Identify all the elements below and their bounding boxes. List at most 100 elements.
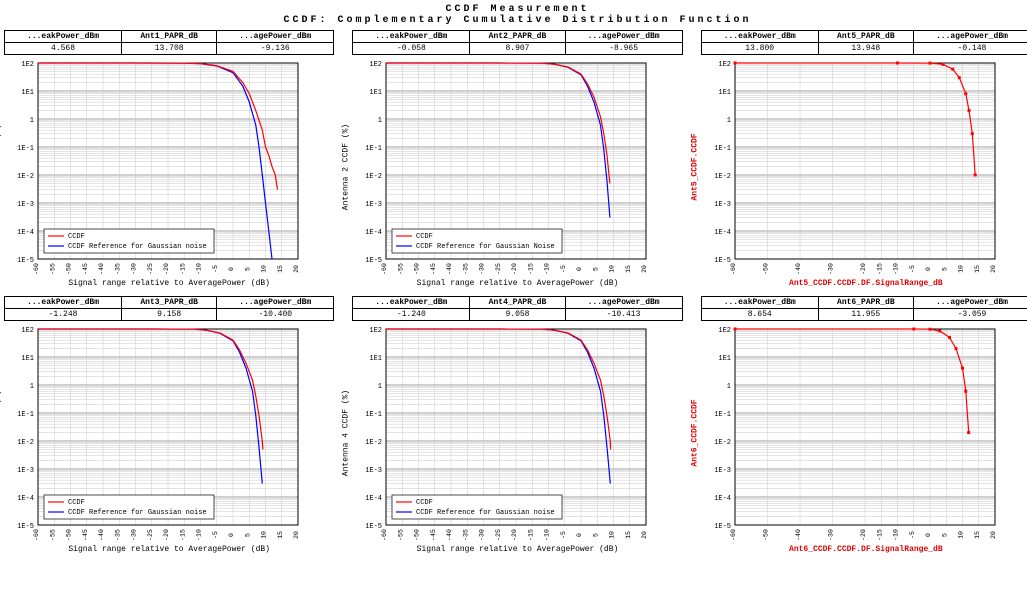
svg-text:15: 15 [277,531,284,539]
svg-text:-15: -15 [179,529,186,541]
svg-text:1: 1 [30,383,34,391]
svg-text:1E-2: 1E-2 [714,173,731,181]
svg-text:-10: -10 [892,529,899,541]
panel-info-table: ...eakPower_dBmAnt6_PAPR_dB...agePower_d… [701,296,1027,321]
svg-text:-35: -35 [114,529,121,541]
svg-text:1E-3: 1E-3 [366,201,383,209]
title-line2: CCDF: Complementary Cumulative Distribut… [4,15,1027,26]
svg-text:-55: -55 [398,529,405,541]
svg-text:CCDF Reference for Gaussian No: CCDF Reference for Gaussian Noise [416,243,555,251]
svg-text:-25: -25 [147,529,154,541]
svg-text:1E-3: 1E-3 [714,467,731,475]
chart-panel: ...eakPower_dBmAnt2_PAPR_dB...agePower_d… [352,30,682,288]
svg-text:1E1: 1E1 [370,355,383,363]
svg-text:1E2: 1E2 [21,327,34,335]
y-axis-label: Ant5_CCDF.CCDF [690,133,699,200]
info-value: -0.148 [913,43,1027,55]
svg-text:-60: -60 [381,263,388,275]
svg-text:1: 1 [726,383,730,391]
info-value: -9.136 [217,43,334,55]
svg-text:-35: -35 [114,263,121,275]
info-header: Ant4_PAPR_dB [470,297,565,309]
x-axis-label: Signal range relative to AveragePower (d… [352,279,682,288]
svg-text:20: 20 [641,531,648,539]
info-header: ...eakPower_dBm [5,31,122,43]
svg-text:5: 5 [244,533,251,537]
svg-text:-60: -60 [33,263,40,275]
svg-text:-20: -20 [860,529,867,541]
x-axis-label: Signal range relative to AveragePower (d… [352,545,682,554]
svg-text:-15: -15 [528,529,535,541]
svg-text:-60: -60 [381,529,388,541]
svg-text:CCDF: CCDF [416,499,433,507]
svg-text:CCDF Reference for Gaussian no: CCDF Reference for Gaussian noise [68,243,207,251]
svg-text:-20: -20 [163,529,170,541]
svg-text:-5: -5 [560,531,567,539]
svg-text:-30: -30 [479,263,486,275]
svg-text:1: 1 [30,117,34,125]
svg-text:-20: -20 [860,263,867,275]
svg-text:1E-4: 1E-4 [17,229,34,237]
svg-text:-40: -40 [795,529,802,541]
svg-text:-55: -55 [398,263,405,275]
svg-text:1E1: 1E1 [718,355,731,363]
svg-text:-35: -35 [463,529,470,541]
svg-text:-50: -50 [66,263,73,275]
svg-text:-10: -10 [196,263,203,275]
info-header: ...agePower_dBm [217,31,334,43]
svg-text:1E-4: 1E-4 [366,229,383,237]
svg-text:-45: -45 [430,263,437,275]
svg-text:10: 10 [957,265,964,273]
svg-text:-45: -45 [82,263,89,275]
svg-text:1E-1: 1E-1 [17,411,34,419]
panel-info-table: ...eakPower_dBmAnt5_PAPR_dB...agePower_d… [701,30,1027,55]
chart-wrap: Antenna 3 CCDF (%) 1E21E111E-11E-21E-31E… [4,323,334,543]
svg-text:0: 0 [576,533,583,537]
svg-text:20: 20 [641,265,648,273]
svg-text:0: 0 [228,267,235,271]
svg-text:1E-1: 1E-1 [714,145,731,153]
svg-text:-50: -50 [414,263,421,275]
chart-wrap: Antenna 2 CCDF (%) 1E21E111E-11E-21E-31E… [352,57,682,277]
svg-text:-20: -20 [511,529,518,541]
info-header: Ant2_PAPR_dB [470,31,565,43]
svg-text:-40: -40 [446,529,453,541]
svg-text:-30: -30 [827,263,834,275]
page-titles: CCDF Measurement CCDF: Complementary Cum… [4,4,1027,26]
svg-text:-20: -20 [511,263,518,275]
y-axis-label: Antenna 4 CCDF (%) [342,390,351,476]
info-value: -3.059 [913,309,1027,321]
svg-text:-30: -30 [131,263,138,275]
chart-wrap: Ant5_CCDF.CCDF 1E21E111E-11E-21E-31E-41E… [701,57,1027,277]
svg-text:-15: -15 [876,529,883,541]
svg-text:1E-5: 1E-5 [714,523,731,531]
svg-text:20: 20 [293,531,300,539]
svg-text:1E-4: 1E-4 [714,229,731,237]
svg-text:1E1: 1E1 [21,355,34,363]
chart-svg: 1E21E111E-11E-21E-31E-41E-5-60-50-40-30-… [701,57,1001,277]
info-header: ...eakPower_dBm [353,297,470,309]
svg-text:-40: -40 [98,263,105,275]
svg-text:-30: -30 [131,529,138,541]
info-header: ...eakPower_dBm [353,31,470,43]
svg-text:-10: -10 [544,263,551,275]
svg-text:0: 0 [576,267,583,271]
info-value: 4.568 [5,43,122,55]
svg-text:-25: -25 [495,529,502,541]
svg-text:1E-5: 1E-5 [17,523,34,531]
svg-text:1E-1: 1E-1 [366,411,383,419]
info-header: ...agePower_dBm [217,297,334,309]
svg-text:-10: -10 [196,529,203,541]
svg-text:-5: -5 [212,265,219,273]
svg-text:-25: -25 [495,263,502,275]
chart-wrap: Antenna 4 CCDF (%) 1E21E111E-11E-21E-31E… [352,323,682,543]
svg-text:10: 10 [261,531,268,539]
svg-text:1E-5: 1E-5 [714,257,731,265]
svg-text:-45: -45 [82,529,89,541]
info-header: ...eakPower_dBm [701,297,818,309]
svg-text:1E-5: 1E-5 [17,257,34,265]
svg-text:1: 1 [378,117,382,125]
svg-text:5: 5 [941,267,948,271]
svg-text:1E-2: 1E-2 [366,173,383,181]
panel-info-table: ...eakPower_dBmAnt2_PAPR_dB...agePower_d… [352,30,682,55]
